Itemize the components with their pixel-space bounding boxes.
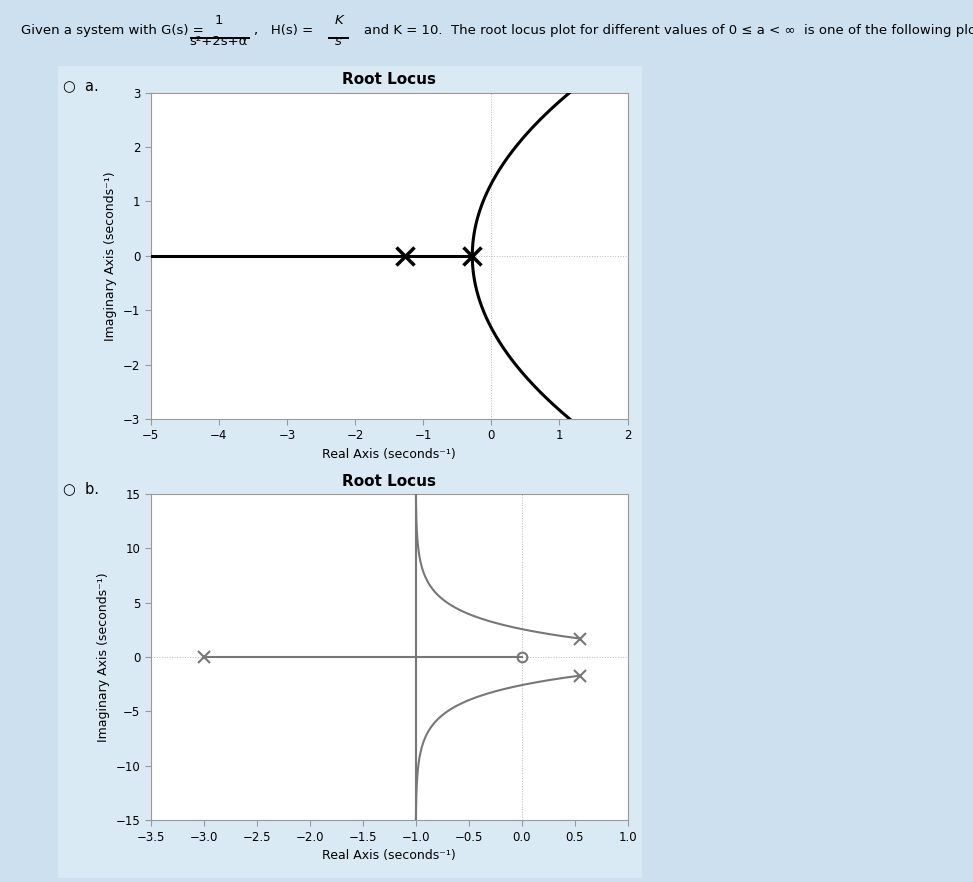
Title: Root Locus: Root Locus bbox=[342, 474, 436, 489]
Y-axis label: Imaginary Axis (seconds⁻¹): Imaginary Axis (seconds⁻¹) bbox=[104, 171, 118, 340]
Text: ○  b.: ○ b. bbox=[63, 481, 99, 496]
Y-axis label: Imaginary Axis (seconds⁻¹): Imaginary Axis (seconds⁻¹) bbox=[97, 572, 110, 742]
Text: and K = 10.  The root locus plot for different values of 0 ≤ a < ∞  is one of th: and K = 10. The root locus plot for diff… bbox=[364, 25, 973, 37]
Text: ,   H(s) =: , H(s) = bbox=[254, 25, 313, 37]
Text: ○  a.: ○ a. bbox=[63, 79, 99, 94]
Title: Root Locus: Root Locus bbox=[342, 72, 436, 87]
Text: s: s bbox=[335, 35, 342, 48]
X-axis label: Real Axis (seconds⁻¹): Real Axis (seconds⁻¹) bbox=[322, 849, 456, 863]
Text: Given a system with G(s) =: Given a system with G(s) = bbox=[21, 25, 204, 37]
Text: 1: 1 bbox=[215, 14, 223, 26]
X-axis label: Real Axis (seconds⁻¹): Real Axis (seconds⁻¹) bbox=[322, 448, 456, 461]
Text: s²+2s+α: s²+2s+α bbox=[190, 35, 248, 48]
Text: K: K bbox=[335, 14, 342, 26]
